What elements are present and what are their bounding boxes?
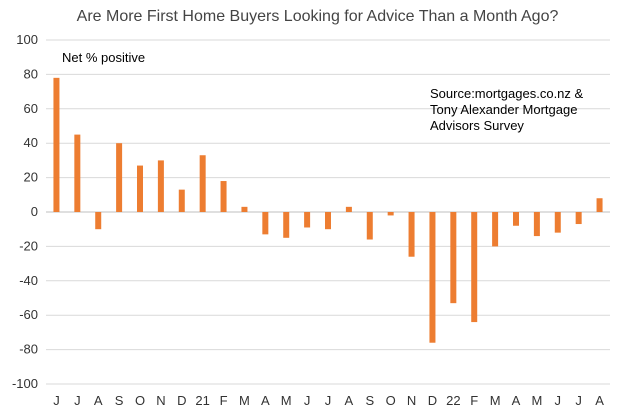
x-tick-label: A: [345, 393, 354, 408]
bar: [178, 189, 185, 212]
bar: [137, 165, 143, 212]
bar: [325, 212, 331, 230]
bar: [387, 212, 394, 216]
chart-title: Are More First Home Buyers Looking for A…: [76, 8, 559, 25]
bar: [157, 160, 164, 212]
y-tick-label: -60: [19, 307, 38, 322]
x-tick-label: O: [135, 393, 145, 408]
y-tick-label: 20: [24, 170, 38, 185]
y-tick-labels: -100 -80 -60 -40 -20 0 20 40 60 80 100: [12, 32, 38, 391]
x-tick-label: J: [304, 393, 311, 408]
source-annotation: Source:mortgages.co.nz & Tony Alexander …: [430, 86, 584, 133]
bar: [220, 181, 227, 212]
x-tick-label: A: [261, 393, 270, 408]
x-tick-label: J: [74, 393, 81, 408]
bar: [304, 212, 311, 228]
y-tick-label: -40: [19, 273, 38, 288]
x-tick-label: D: [177, 393, 186, 408]
bar: [533, 212, 540, 237]
bar: [95, 212, 102, 230]
y-tick-label: -100: [12, 376, 38, 391]
x-tick-label: N: [156, 393, 165, 408]
bar: [74, 134, 81, 212]
x-tick-label: M: [490, 393, 501, 408]
gridlines: [46, 39, 610, 385]
bar: [429, 212, 436, 343]
bar: [283, 212, 290, 238]
bar: [554, 212, 561, 233]
bar: [596, 198, 603, 212]
bar: [408, 212, 415, 257]
y-tick-label: 80: [24, 66, 38, 81]
y-tick-label: 60: [24, 101, 38, 116]
x-tick-label: J: [555, 393, 562, 408]
x-tick-label: M: [281, 393, 292, 408]
x-tick-label: J: [575, 393, 582, 408]
x-tick-label: S: [115, 393, 124, 408]
x-tick-label: F: [470, 393, 478, 408]
x-tick-label: N: [407, 393, 416, 408]
bar: [450, 212, 457, 304]
x-tick-label: J: [325, 393, 332, 408]
bar: [345, 206, 352, 212]
x-tick-label: D: [428, 393, 437, 408]
x-tick-label: A: [94, 393, 103, 408]
y-tick-label: -80: [19, 342, 38, 357]
bar: [575, 212, 582, 225]
x-tick-label: 22: [446, 393, 460, 408]
y-tick-label: 0: [31, 204, 38, 219]
y-tick-label: -20: [19, 238, 38, 253]
bar: [262, 212, 269, 235]
bar: [492, 212, 499, 247]
x-tick-label: A: [512, 393, 521, 408]
bar: [199, 155, 206, 212]
x-tick-label: M: [239, 393, 250, 408]
y-tick-label: 100: [16, 32, 38, 47]
bar: [471, 212, 478, 323]
x-tick-label: 21: [195, 393, 209, 408]
bars: [53, 77, 603, 343]
x-tick-label: A: [595, 393, 604, 408]
x-tick-label: M: [531, 393, 542, 408]
bar: [366, 212, 373, 240]
y-tick-label: 40: [24, 135, 38, 150]
bar: [53, 77, 60, 212]
x-tick-labels: J J A S O N D 21 F M A M J J A S O N D 22 F M A M J J A: [53, 393, 604, 408]
x-tick-label: J: [53, 393, 60, 408]
x-tick-label: S: [365, 393, 374, 408]
bar: [116, 143, 123, 212]
bar: [241, 206, 248, 212]
x-tick-label: O: [386, 393, 396, 408]
x-tick-label: F: [220, 393, 228, 408]
series-label-annotation: Net % positive: [62, 50, 146, 65]
bar: [513, 212, 519, 226]
